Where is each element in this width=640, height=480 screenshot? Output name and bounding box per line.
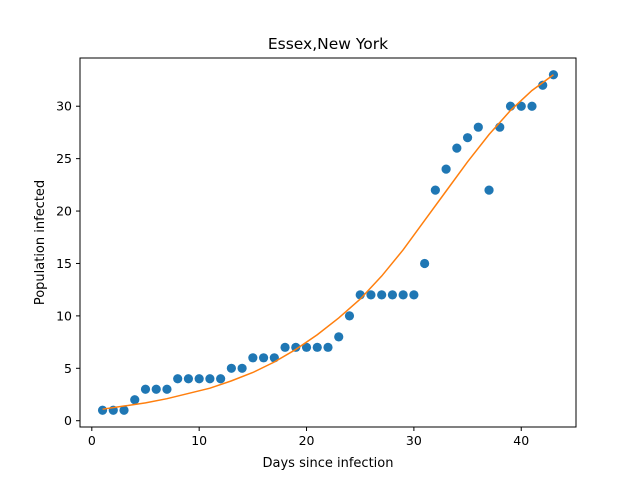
- x-tick-label: 20: [299, 433, 315, 448]
- axes-frame: [79, 57, 577, 428]
- data-point: [538, 80, 548, 90]
- data-point: [258, 353, 269, 363]
- data-point: [194, 374, 204, 384]
- data-point: [280, 342, 290, 352]
- data-point: [344, 311, 355, 321]
- y-tick-label: 20: [56, 204, 72, 219]
- data-point: [140, 384, 151, 394]
- y-tick-label: 10: [56, 308, 72, 323]
- data-point: [484, 185, 494, 195]
- data-point: [452, 143, 462, 153]
- data-point: [377, 290, 387, 300]
- x-tick-label: 30: [406, 433, 422, 448]
- data-point: [97, 405, 108, 415]
- x-tick-label: 40: [513, 433, 529, 448]
- y-tick-label: 0: [64, 413, 72, 428]
- x-axis: 0 10 20 30 40: [88, 427, 529, 448]
- data-point: [301, 342, 312, 352]
- data-point: [216, 374, 226, 384]
- data-point: [130, 395, 140, 405]
- fit-curve-line: [102, 74, 554, 410]
- data-point: [119, 405, 129, 415]
- data-point: [409, 290, 419, 300]
- data-point: [237, 363, 247, 373]
- y-tick-label: 5: [64, 361, 72, 376]
- y-tick-label: 30: [56, 99, 72, 114]
- data-point: [312, 342, 322, 352]
- y-tick-label: 25: [56, 151, 72, 166]
- x-axis-label: Days since infection: [263, 456, 394, 471]
- data-point: [420, 258, 430, 269]
- data-point: [527, 101, 537, 111]
- data-point: [226, 363, 236, 373]
- data-point: [430, 185, 440, 195]
- data-point: [183, 374, 194, 384]
- data-point: [205, 374, 215, 384]
- y-axis: 0 5 10 15 20 25 30: [56, 99, 80, 428]
- plot-area: [97, 70, 559, 415]
- data-point: [162, 384, 172, 394]
- data-point: [269, 353, 279, 363]
- x-tick-label: 0: [88, 433, 96, 448]
- data-point: [473, 122, 483, 132]
- chart-title: Essex,New York: [268, 35, 388, 53]
- data-point: [366, 290, 376, 300]
- data-point: [323, 342, 333, 352]
- data-point: [291, 342, 301, 352]
- data-point: [334, 332, 344, 342]
- data-point: [248, 353, 258, 363]
- data-point: [387, 290, 398, 300]
- y-axis-label: Population infected: [33, 180, 48, 305]
- data-point: [173, 374, 183, 384]
- y-tick-label: 15: [56, 256, 72, 271]
- data-point: [441, 164, 451, 174]
- x-tick-label: 10: [191, 433, 207, 448]
- data-point: [398, 290, 408, 300]
- data-point: [462, 133, 473, 143]
- data-point: [151, 384, 161, 394]
- data-point: [516, 101, 526, 111]
